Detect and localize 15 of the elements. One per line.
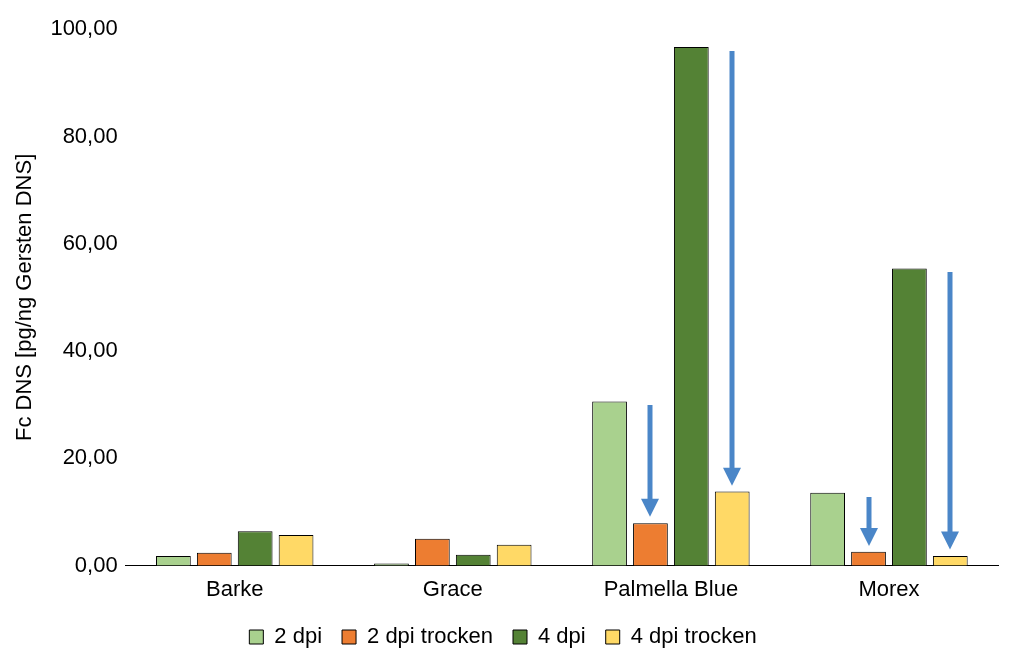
legend-label: 4 dpi trocken	[630, 623, 757, 649]
y-axis-title: Fc DNS [pg/ng Gersten DNS]	[11, 153, 37, 442]
x-tick-label: Barke	[205, 575, 264, 601]
x-tick-label: Palmella Blue	[603, 575, 739, 601]
legend-label: 2 dpi	[274, 623, 323, 649]
y-tick-label: 0,00	[74, 551, 118, 577]
y-tick-label: 80,00	[62, 122, 118, 148]
y-tick-label: 20,00	[62, 444, 118, 470]
x-tick-label: Morex	[858, 575, 920, 601]
legend-label: 2 dpi trocken	[367, 623, 494, 649]
x-tick-label: Grace	[422, 575, 483, 601]
y-tick-label: 40,00	[62, 337, 118, 363]
y-tick-label: 100,00	[50, 15, 118, 41]
legend-label: 4 dpi	[538, 623, 586, 649]
y-tick-label: 60,00	[62, 229, 118, 255]
